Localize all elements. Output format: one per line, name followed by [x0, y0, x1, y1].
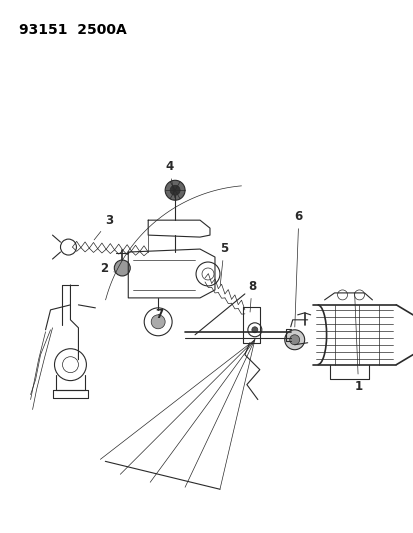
- Text: 7: 7: [155, 308, 163, 321]
- Text: 5: 5: [219, 242, 228, 285]
- Circle shape: [114, 260, 130, 276]
- Text: 8: 8: [247, 280, 256, 312]
- Circle shape: [284, 330, 304, 350]
- Circle shape: [251, 327, 257, 333]
- Circle shape: [170, 185, 180, 195]
- Text: 4: 4: [165, 160, 174, 198]
- Text: 1: 1: [354, 293, 362, 393]
- Text: 2: 2: [100, 262, 114, 275]
- Circle shape: [165, 180, 185, 200]
- Text: 93151  2500A: 93151 2500A: [19, 23, 126, 37]
- Text: 6: 6: [294, 210, 302, 327]
- Text: 3: 3: [94, 214, 113, 240]
- Circle shape: [151, 315, 165, 329]
- Circle shape: [289, 335, 299, 345]
